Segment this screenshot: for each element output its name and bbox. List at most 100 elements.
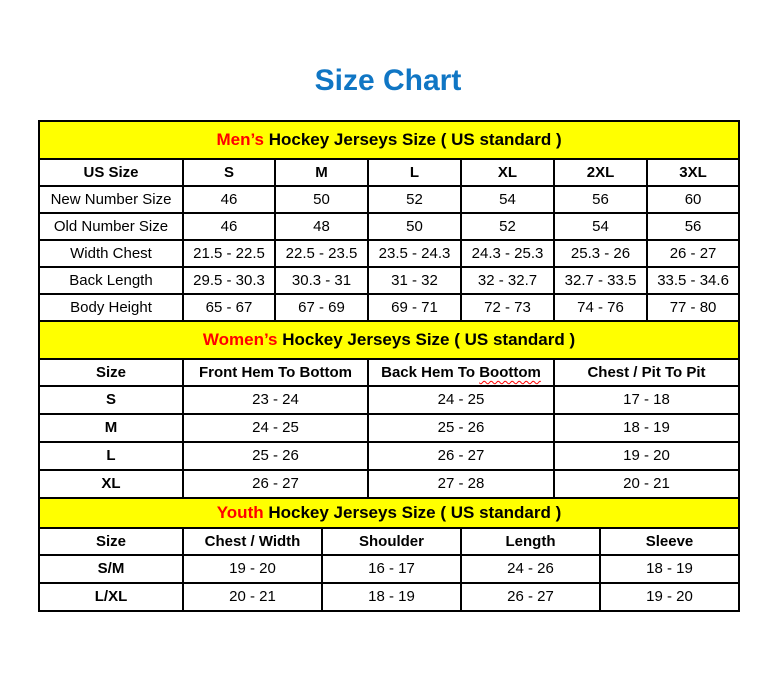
womens-section-rest: Hockey Jerseys Size ( US standard ) bbox=[277, 330, 576, 350]
size-value: 21.5 - 22.5 bbox=[182, 239, 276, 268]
mens-section-header: Men’s Hockey Jerseys Size ( US standard … bbox=[37, 120, 741, 160]
row-label: Back Length bbox=[38, 266, 184, 295]
back-hem-prefix: Back Hem To bbox=[381, 363, 480, 381]
size-value: 54 bbox=[553, 212, 648, 241]
mens-col-3xl: 3XL bbox=[645, 158, 741, 187]
row-label: XL bbox=[38, 469, 184, 499]
youth-section-rest: Hockey Jerseys Size ( US standard ) bbox=[263, 503, 562, 523]
size-value: 19 - 20 bbox=[552, 441, 741, 471]
youth-section-highlight: Youth bbox=[216, 503, 264, 523]
row-label: Width Chest bbox=[38, 239, 184, 268]
size-value: 77 - 80 bbox=[645, 293, 741, 322]
size-value: 24 - 25 bbox=[182, 413, 369, 443]
table-row: Width Chest 21.5 - 22.5 22.5 - 23.5 23.5… bbox=[38, 239, 741, 268]
size-value: 25.3 - 26 bbox=[553, 239, 648, 268]
misspelled-word-squiggle: Boottom bbox=[479, 363, 541, 381]
size-value: 23 - 24 bbox=[182, 385, 369, 415]
mens-col-us-size: US Size bbox=[38, 158, 184, 187]
size-value: 18 - 19 bbox=[552, 413, 741, 443]
size-value: 25 - 26 bbox=[182, 441, 369, 471]
size-value: 46 bbox=[182, 185, 276, 214]
row-label: Body Height bbox=[38, 293, 184, 322]
mens-section-highlight: Men’s bbox=[216, 130, 264, 150]
size-value: 72 - 73 bbox=[460, 293, 555, 322]
size-value: 69 - 71 bbox=[367, 293, 462, 322]
size-value: 17 - 18 bbox=[552, 385, 741, 415]
size-value: 26 - 27 bbox=[367, 441, 555, 471]
size-value: 50 bbox=[274, 185, 369, 214]
womens-col-back-hem: Back Hem To Boottom bbox=[367, 358, 555, 387]
table-row: Body Height 65 - 67 67 - 69 69 - 71 72 -… bbox=[38, 293, 741, 322]
row-label: S bbox=[38, 385, 184, 415]
womens-col-chest: Chest / Pit To Pit bbox=[552, 358, 741, 387]
size-value: 24 - 26 bbox=[460, 554, 601, 584]
size-value: 60 bbox=[645, 185, 741, 214]
size-value: 32 - 32.7 bbox=[460, 266, 555, 295]
womens-size-table: Women’s Hockey Jerseys Size ( US standar… bbox=[37, 320, 741, 499]
mens-size-table: Men’s Hockey Jerseys Size ( US standard … bbox=[37, 120, 741, 322]
youth-size-table: Youth Hockey Jerseys Size ( US standard … bbox=[38, 497, 740, 612]
womens-section-highlight: Women’s bbox=[202, 330, 278, 350]
size-value: 26 - 27 bbox=[460, 582, 601, 612]
table-row: L 25 - 26 26 - 27 19 - 20 bbox=[38, 441, 741, 471]
size-value: 25 - 26 bbox=[367, 413, 555, 443]
size-value: 46 bbox=[182, 212, 276, 241]
mens-section-rest: Hockey Jerseys Size ( US standard ) bbox=[264, 130, 562, 150]
mens-col-s: S bbox=[182, 158, 276, 187]
size-value: 24.3 - 25.3 bbox=[460, 239, 555, 268]
table-row: XL 26 - 27 27 - 28 20 - 21 bbox=[38, 469, 741, 499]
size-value: 52 bbox=[460, 212, 555, 241]
size-value: 65 - 67 bbox=[182, 293, 276, 322]
size-value: 54 bbox=[460, 185, 555, 214]
row-label: M bbox=[38, 413, 184, 443]
row-label: L/XL bbox=[38, 582, 184, 612]
size-value: 18 - 19 bbox=[599, 554, 740, 584]
size-value: 20 - 21 bbox=[552, 469, 741, 499]
row-label: New Number Size bbox=[38, 185, 184, 214]
size-value: 29.5 - 30.3 bbox=[182, 266, 276, 295]
size-value: 26 - 27 bbox=[182, 469, 369, 499]
size-value: 16 - 17 bbox=[321, 554, 462, 584]
youth-section-header: Youth Hockey Jerseys Size ( US standard … bbox=[38, 497, 740, 529]
size-value: 30.3 - 31 bbox=[274, 266, 369, 295]
size-value: 20 - 21 bbox=[182, 582, 323, 612]
size-value: 22.5 - 23.5 bbox=[274, 239, 369, 268]
mens-col-l: L bbox=[367, 158, 462, 187]
row-label: L bbox=[38, 441, 184, 471]
youth-header-row: Size Chest / Width Shoulder Length Sleev… bbox=[38, 527, 740, 556]
mens-header-row: US Size S M L XL 2XL 3XL bbox=[38, 158, 741, 187]
womens-section-title: Women’s Hockey Jerseys Size ( US standar… bbox=[37, 320, 741, 360]
mens-section-title: Men’s Hockey Jerseys Size ( US standard … bbox=[37, 120, 741, 160]
size-value: 67 - 69 bbox=[274, 293, 369, 322]
table-row: Back Length 29.5 - 30.3 30.3 - 31 31 - 3… bbox=[38, 266, 741, 295]
size-value: 31 - 32 bbox=[367, 266, 462, 295]
row-label: S/M bbox=[38, 554, 184, 584]
youth-col-size: Size bbox=[38, 527, 184, 556]
row-label: Old Number Size bbox=[38, 212, 184, 241]
size-value: 50 bbox=[367, 212, 462, 241]
youth-section-title: Youth Hockey Jerseys Size ( US standard … bbox=[38, 497, 740, 529]
table-row: S/M 19 - 20 16 - 17 24 - 26 18 - 19 bbox=[38, 554, 740, 584]
youth-col-sleeve: Sleeve bbox=[599, 527, 740, 556]
table-row: New Number Size 46 50 52 54 56 60 bbox=[38, 185, 741, 214]
size-value: 26 - 27 bbox=[645, 239, 741, 268]
size-chart: Men’s Hockey Jerseys Size ( US standard … bbox=[37, 120, 741, 612]
size-value: 33.5 - 34.6 bbox=[645, 266, 741, 295]
size-value: 27 - 28 bbox=[367, 469, 555, 499]
womens-col-front-hem: Front Hem To Bottom bbox=[182, 358, 369, 387]
table-row: Old Number Size 46 48 50 52 54 56 bbox=[38, 212, 741, 241]
mens-col-m: M bbox=[274, 158, 369, 187]
youth-col-chest-width: Chest / Width bbox=[182, 527, 323, 556]
youth-col-shoulder: Shoulder bbox=[321, 527, 462, 556]
womens-col-size: Size bbox=[38, 358, 184, 387]
womens-section-header: Women’s Hockey Jerseys Size ( US standar… bbox=[37, 320, 741, 360]
table-row: L/XL 20 - 21 18 - 19 26 - 27 19 - 20 bbox=[38, 582, 740, 612]
size-value: 52 bbox=[367, 185, 462, 214]
size-value: 56 bbox=[645, 212, 741, 241]
size-value: 48 bbox=[274, 212, 369, 241]
size-value: 19 - 20 bbox=[599, 582, 740, 612]
page-title: Size Chart bbox=[314, 64, 462, 97]
size-value: 19 - 20 bbox=[182, 554, 323, 584]
womens-header-row: Size Front Hem To Bottom Back Hem To Boo… bbox=[38, 358, 741, 387]
